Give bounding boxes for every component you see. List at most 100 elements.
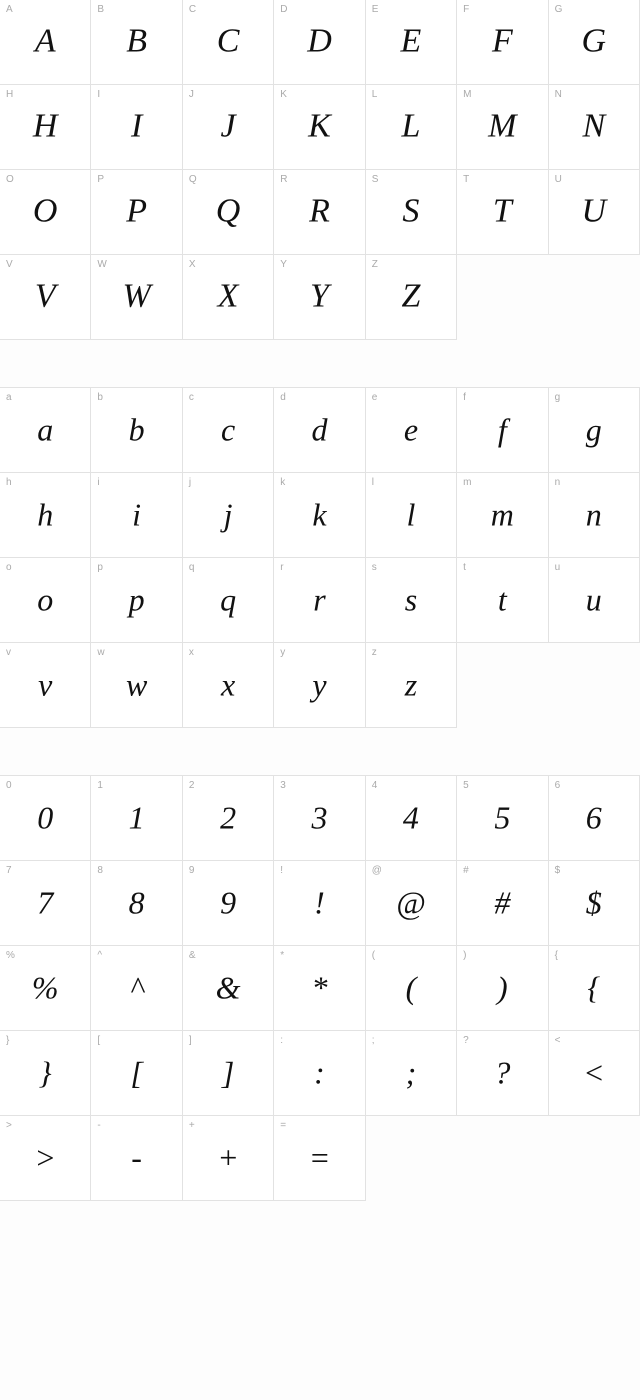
glyph-cell: !!	[273, 860, 365, 946]
glyph-cell: UU	[548, 169, 640, 255]
glyph-label: 7	[6, 865, 12, 876]
glyph-label: ?	[463, 1035, 469, 1046]
glyph-cell: nn	[548, 472, 640, 558]
glyph-sample: t	[498, 583, 507, 615]
glyph-label: 8	[97, 865, 103, 876]
glyph-sample: E	[401, 24, 422, 58]
glyph-sample: x	[221, 668, 235, 700]
glyph-sample: f	[498, 413, 507, 445]
glyph-sample: 1	[129, 801, 145, 833]
glyph-label: l	[372, 477, 374, 488]
glyph-sample: W	[122, 279, 150, 313]
glyph-cell: 99	[182, 860, 274, 946]
glyph-sample: ]	[222, 1056, 234, 1088]
glyph-sample: v	[38, 668, 52, 700]
glyph-label: &	[189, 950, 196, 961]
glyph-label: c	[189, 392, 194, 403]
glyph-label: p	[97, 562, 103, 573]
glyph-sample: z	[405, 668, 417, 700]
glyph-label: b	[97, 392, 103, 403]
glyph-label: U	[555, 174, 562, 185]
glyph-sample: ;	[406, 1056, 417, 1088]
glyph-label: J	[189, 89, 194, 100]
glyph-cell: 00	[0, 775, 91, 861]
glyph-label: k	[280, 477, 285, 488]
glyph-label: X	[189, 259, 196, 270]
glyph-label: ;	[372, 1035, 375, 1046]
glyph-label: e	[372, 392, 378, 403]
glyph-cell: **	[273, 945, 365, 1031]
glyph-cell: oo	[0, 557, 91, 643]
glyph-cell: yy	[273, 642, 365, 728]
glyph-sample: 8	[129, 886, 145, 918]
glyph-sample: =	[309, 1141, 331, 1173]
glyph-sample: @	[396, 886, 425, 918]
glyph-label: [	[97, 1035, 100, 1046]
glyph-label: y	[280, 647, 285, 658]
glyph-cell: hh	[0, 472, 91, 558]
glyph-sample: b	[129, 413, 145, 445]
glyph-label: u	[555, 562, 561, 573]
glyph-label: <	[555, 1035, 561, 1046]
glyph-cell: RR	[273, 169, 365, 255]
glyph-label: *	[280, 950, 284, 961]
glyph-label: Z	[372, 259, 378, 270]
glyph-label: (	[372, 950, 375, 961]
glyph-sample: y	[312, 668, 326, 700]
glyph-sample: %	[32, 971, 59, 1003]
font-character-map: AABBCCDDEEFFGGHHIIJJKKLLMMNNOOPPQQRRSSTT…	[0, 0, 640, 1201]
glyph-sample: G	[582, 24, 607, 58]
glyph-cell: --	[90, 1115, 182, 1201]
glyph-cell: II	[90, 84, 182, 170]
glyph-sample: d	[311, 413, 327, 445]
glyph-label: j	[189, 477, 191, 488]
glyph-label: @	[372, 865, 382, 876]
glyph-label: 0	[6, 780, 12, 791]
glyph-sample: C	[217, 24, 240, 58]
glyph-label: +	[189, 1120, 195, 1131]
glyph-sample: I	[131, 109, 142, 143]
glyph-cell: YY	[273, 254, 365, 340]
glyph-sample: !	[314, 886, 325, 918]
glyph-label: a	[6, 392, 12, 403]
glyph-sample: M	[488, 109, 516, 143]
glyph-cell: BB	[90, 0, 182, 85]
glyph-cell: dd	[273, 387, 365, 473]
glyph-sample: ?	[494, 1056, 510, 1088]
glyph-cell: ]]	[182, 1030, 274, 1116]
glyph-label: g	[555, 392, 561, 403]
glyph-cell: LL	[365, 84, 457, 170]
glyph-label: v	[6, 647, 11, 658]
glyph-cell: ;;	[365, 1030, 457, 1116]
glyph-label: i	[97, 477, 99, 488]
glyph-cell: FF	[456, 0, 548, 85]
glyph-cell: <<	[548, 1030, 640, 1116]
glyph-label: D	[280, 4, 287, 15]
glyph-cell: {{	[548, 945, 640, 1031]
glyph-label: W	[97, 259, 106, 270]
glyph-sample: Z	[401, 279, 420, 313]
glyph-cell: 22	[182, 775, 274, 861]
glyph-sample: u	[586, 583, 602, 615]
glyph-sample: A	[35, 24, 56, 58]
glyph-sample: X	[218, 279, 239, 313]
glyph-sample: c	[221, 413, 235, 445]
glyph-sample: [	[130, 1056, 142, 1088]
glyph-cell: ll	[365, 472, 457, 558]
glyph-sample: +	[217, 1141, 239, 1173]
glyph-cell: @@	[365, 860, 457, 946]
glyph-label: G	[555, 4, 563, 15]
glyph-label: R	[280, 174, 287, 185]
glyph-sample: p	[129, 583, 145, 615]
glyph-sample: s	[405, 583, 417, 615]
glyph-label: I	[97, 89, 100, 100]
glyph-sample: j	[224, 498, 233, 530]
glyph-sample: N	[582, 109, 605, 143]
glyph-label: F	[463, 4, 469, 15]
glyph-sample: o	[37, 583, 53, 615]
glyph-label: n	[555, 477, 561, 488]
glyph-sample: R	[309, 194, 330, 228]
glyph-label: O	[6, 174, 14, 185]
glyph-label: r	[280, 562, 283, 573]
glyph-cell: PP	[90, 169, 182, 255]
